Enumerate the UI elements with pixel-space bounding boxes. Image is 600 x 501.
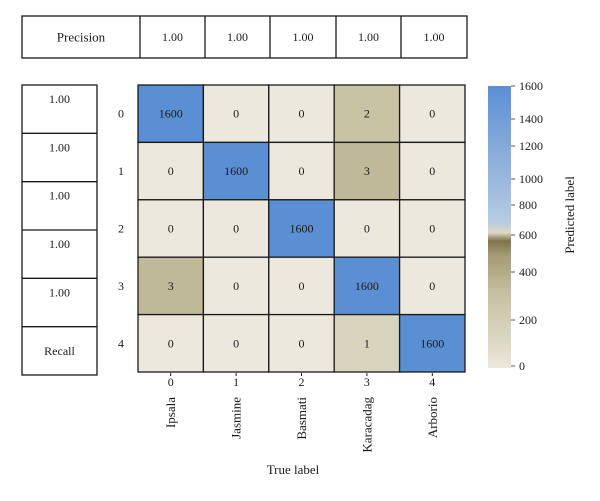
matrix-cell <box>398 199 466 258</box>
cell-value: 0 <box>233 107 239 121</box>
matrix-cell <box>333 84 401 144</box>
matrix-cell <box>398 84 466 144</box>
colorbar-tick-label: 1600 <box>519 79 543 93</box>
confusion-matrix: 1600 0 0 2 0 0 1600 0 3 0 0 0 1600 0 0 3 0 0 1600 0 0 0 0 1 1600 <box>137 84 466 373</box>
precision-table-border <box>21 15 468 59</box>
matrix-cell <box>202 199 270 258</box>
matrix-cell <box>398 256 466 316</box>
precision-value: 1.00 <box>358 30 379 44</box>
matrix-cell <box>333 313 401 373</box>
column-class-label: Arborio <box>425 397 440 438</box>
matrix-cell <box>202 141 270 201</box>
colorbar-tick-label: 1400 <box>519 112 543 126</box>
column-index-label: 2 <box>299 375 305 389</box>
cell-value: 1600 <box>224 164 248 178</box>
cell-value: 1600 <box>159 107 183 121</box>
column-index-label: 1 <box>233 375 239 389</box>
recall-value: 1.00 <box>49 140 70 154</box>
matrix-cell <box>137 256 205 316</box>
cell-value: 0 <box>429 222 435 236</box>
column-index-label: 0 <box>168 375 174 389</box>
cell-value: 0 <box>429 279 435 293</box>
column-index-label: 4 <box>429 375 435 389</box>
colorbar-tick-label: 0 <box>519 359 525 373</box>
colorbar-tick-label: 1000 <box>519 172 543 186</box>
matrix-cell <box>333 141 401 201</box>
row-label: 3 <box>118 279 124 293</box>
column-class-label: Karacadag <box>359 397 374 453</box>
matrix-cell <box>268 256 335 316</box>
cell-value: 0 <box>299 336 305 350</box>
cell-value: 1600 <box>355 279 379 293</box>
recall-value: 1.00 <box>49 92 70 106</box>
cell-value: 1600 <box>420 336 444 350</box>
precision-value: 1.00 <box>227 30 248 44</box>
cell-value: 0 <box>233 279 239 293</box>
column-index-label: 3 <box>364 375 370 389</box>
cell-value: 3 <box>168 279 174 293</box>
cell-value: 0 <box>429 107 435 121</box>
precision-label: Precision <box>57 30 106 45</box>
cell-value: 0 <box>168 336 174 350</box>
cell-value: 2 <box>364 107 370 121</box>
matrix-cell <box>398 141 466 201</box>
cell-value: 0 <box>233 222 239 236</box>
row-label: 4 <box>118 336 124 350</box>
cell-value: 0 <box>299 279 305 293</box>
precision-value: 1.00 <box>293 30 314 44</box>
matrix-cell <box>137 84 205 144</box>
matrix-cell <box>202 256 270 316</box>
precision-value: 1.00 <box>162 30 183 44</box>
column-class-label: Basmati <box>294 397 309 440</box>
cell-value: 0 <box>168 164 174 178</box>
cell-value: 0 <box>299 164 305 178</box>
cell-value: 0 <box>429 164 435 178</box>
matrix-cell <box>398 313 466 373</box>
matrix-cell <box>202 84 270 144</box>
colorbar-gradient <box>488 86 511 368</box>
colorbar-tick-label: 800 <box>519 198 537 212</box>
matrix-cell <box>268 313 335 373</box>
cell-value: 1600 <box>290 222 314 236</box>
precision-table: Precision 1.00 1.00 1.00 1.00 1.00 <box>21 15 468 59</box>
cell-value: 0 <box>233 336 239 350</box>
colorbar-tick-label: 200 <box>519 313 537 327</box>
column-class-label: Jasmine <box>229 397 244 439</box>
colorbar-tick-label: 600 <box>519 228 537 242</box>
recall-value: 1.00 <box>49 189 70 203</box>
recall-table: 1.00 1.00 1.00 1.00 1.00 Recall <box>21 84 98 376</box>
x-axis-label: True label <box>267 462 320 477</box>
cell-value: 3 <box>364 164 370 178</box>
precision-value: 1.00 <box>424 30 445 44</box>
row-label: 1 <box>118 164 124 178</box>
column-labels: 0 1 2 3 4 Ipsala Jasmine Basmati Karacadag Arbori… <box>163 373 440 453</box>
recall-label: Recall <box>44 344 75 358</box>
colorbar-tick-label: 1200 <box>519 139 543 153</box>
row-label: 0 <box>118 107 124 121</box>
cell-value: 0 <box>299 107 305 121</box>
cell-value: 0 <box>364 222 370 236</box>
y-axis-label: Predicted label <box>562 176 577 254</box>
recall-value: 1.00 <box>49 237 70 251</box>
matrix-cell <box>202 313 270 373</box>
cell-value: 1 <box>364 336 370 350</box>
column-class-label: Ipsala <box>163 397 178 428</box>
recall-value: 1.00 <box>49 285 70 299</box>
row-label: 2 <box>118 222 124 236</box>
cell-value: 0 <box>168 222 174 236</box>
matrix-cell <box>268 141 335 201</box>
colorbar-tick-label: 400 <box>519 265 537 279</box>
row-labels: 0 1 2 3 4 <box>118 107 124 351</box>
colorbar: 0 200 400 600 800 1000 1200 1400 1600 <box>488 79 543 373</box>
